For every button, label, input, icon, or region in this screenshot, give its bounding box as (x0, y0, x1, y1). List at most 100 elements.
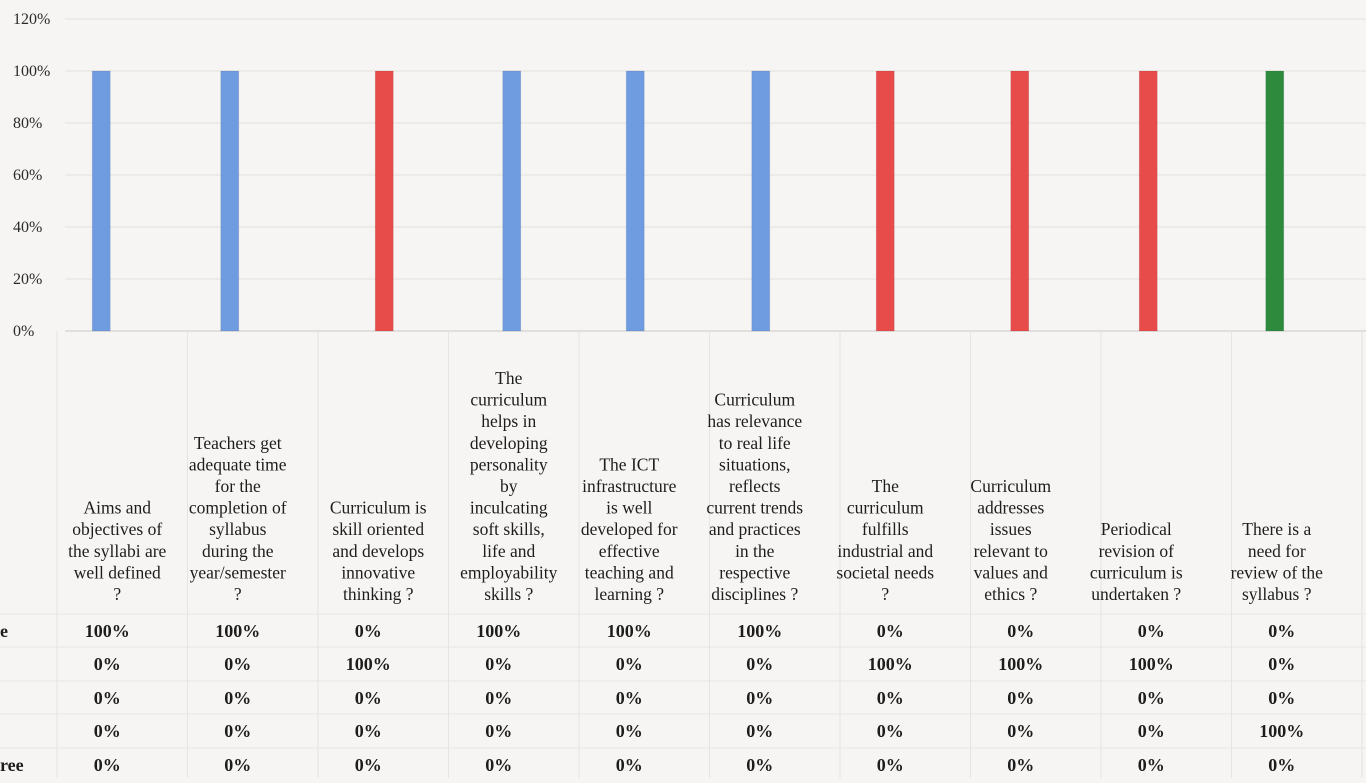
series-name: e (0, 621, 8, 641)
data-label: 100% (476, 621, 521, 641)
category-label: skill oriented (332, 519, 424, 539)
data-label: 100% (607, 621, 652, 641)
data-label: 0% (1138, 721, 1165, 741)
bar-6-series-1 (751, 70, 771, 332)
data-label: 0% (1138, 755, 1165, 775)
category-label: situations, (719, 454, 790, 474)
category-label: has relevance (707, 411, 802, 431)
category-label: effective (599, 541, 660, 561)
bar-10-series-4 (1265, 70, 1285, 332)
bar-7-series-2 (875, 70, 895, 332)
category-label: and practices (709, 519, 801, 539)
data-label: 0% (1268, 654, 1295, 674)
data-label: 100% (1129, 654, 1174, 674)
category-label: Periodical (1101, 519, 1172, 539)
data-label: 0% (616, 755, 643, 775)
category-label: values and (974, 562, 1049, 582)
bar-3-series-2 (374, 70, 394, 332)
data-label: 0% (1138, 621, 1165, 641)
data-label: 0% (746, 721, 773, 741)
data-label: 100% (215, 621, 260, 641)
y-tick-label: 120% (13, 11, 50, 28)
data-label: 0% (94, 688, 121, 708)
category-label: undertaken ? (1091, 584, 1181, 604)
category-label: relevant to (974, 541, 1049, 561)
y-tick-label: 20% (13, 271, 42, 288)
data-label: 0% (1268, 755, 1295, 775)
data-label: 0% (224, 688, 251, 708)
data-label: 100% (868, 654, 913, 674)
data-label: 0% (355, 755, 382, 775)
data-label: 0% (1268, 688, 1295, 708)
category-label: by (500, 476, 518, 496)
data-label: 100% (1259, 721, 1304, 741)
bar-2-series-1 (220, 70, 240, 332)
data-label: 0% (485, 755, 512, 775)
category-label: review of the (1231, 562, 1324, 582)
category-label: infrastructure (582, 476, 676, 496)
category-label: There is a (1242, 519, 1311, 539)
category-label: is well (606, 498, 652, 518)
category-label: Curriculum (970, 476, 1051, 496)
data-label: 0% (616, 688, 643, 708)
data-label: 100% (998, 654, 1043, 674)
bar-5-series-1 (625, 70, 645, 332)
category-label: life and (482, 541, 535, 561)
bar-8-series-2 (1010, 70, 1030, 332)
category-label: The ICT (599, 454, 659, 474)
category-label: and develops (332, 541, 424, 561)
category-label: fulfills (862, 519, 909, 539)
data-label: 0% (355, 688, 382, 708)
category-label: disciplines ? (711, 584, 798, 604)
category-label: addresses (977, 498, 1044, 518)
category-label: syllabus (209, 519, 267, 539)
data-label: 0% (1138, 688, 1165, 708)
category-label: The (495, 368, 522, 388)
data-label: 100% (737, 621, 782, 641)
data-label: 100% (346, 654, 391, 674)
data-label: 0% (616, 721, 643, 741)
category-label: teaching and (585, 562, 674, 582)
data-label: 0% (877, 688, 904, 708)
category-label: objectives of (72, 519, 162, 539)
data-label: 0% (877, 621, 904, 641)
category-label: Curriculum is (330, 498, 427, 518)
category-label: thinking ? (343, 584, 414, 604)
category-label: developed for (581, 519, 678, 539)
category-label: learning ? (595, 584, 665, 604)
category-label: in the (735, 541, 775, 561)
series-name: ree (0, 755, 24, 775)
category-label: skills ? (484, 584, 533, 604)
data-label: 0% (1007, 621, 1034, 641)
category-label: ethics ? (984, 584, 1037, 604)
category-label: industrial and (837, 541, 933, 561)
data-label: 0% (485, 721, 512, 741)
category-label: curriculum is (1090, 562, 1183, 582)
y-tick-label: 100% (13, 63, 50, 80)
data-label: 100% (85, 621, 130, 641)
category-label: completion of (189, 498, 287, 518)
data-label: 0% (746, 688, 773, 708)
bar-1-series-1 (91, 70, 111, 332)
y-tick-label: 40% (13, 219, 42, 236)
y-tick-label: 0% (13, 323, 34, 340)
category-label: The (872, 476, 899, 496)
category-label: current trends (706, 498, 803, 518)
category-label: Aims and (83, 498, 151, 518)
category-label: curriculum (470, 390, 547, 410)
category-label: well defined (74, 562, 161, 582)
y-tick-label: 80% (13, 115, 42, 132)
category-label: soft skills, (473, 519, 545, 539)
category-label: Curriculum (714, 390, 795, 410)
data-label: 0% (485, 654, 512, 674)
data-label: 0% (224, 721, 251, 741)
data-label: 0% (1007, 688, 1034, 708)
category-label: ? (113, 584, 121, 604)
category-label: reflects (729, 476, 781, 496)
category-label: year/semester (190, 562, 286, 582)
data-label: 0% (616, 654, 643, 674)
category-label: developing (470, 433, 548, 453)
data-label: 0% (94, 755, 121, 775)
data-label: 0% (877, 755, 904, 775)
category-label: Teachers get (194, 433, 282, 453)
